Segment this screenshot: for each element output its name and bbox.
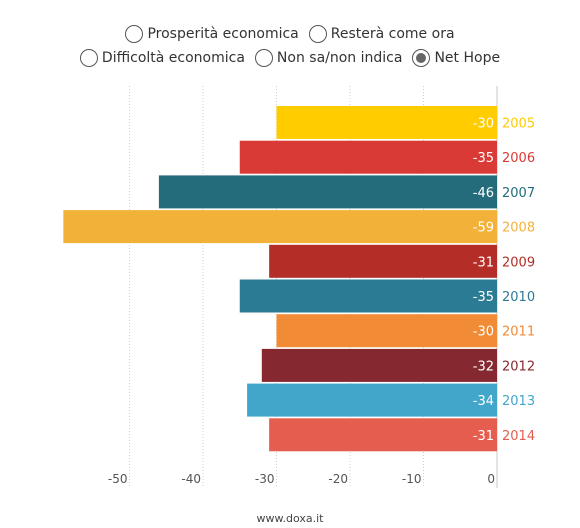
legend-row-2: Difficoltà economica Non sa/non indica N…	[0, 49, 580, 67]
radio-label: Resterà come ora	[330, 26, 455, 42]
bar	[276, 106, 497, 139]
radio-circle-icon	[308, 25, 327, 43]
radio-circle-icon	[79, 49, 98, 67]
bar-value-label: -35	[473, 151, 494, 166]
bar-value-label: -30	[473, 325, 494, 340]
bar-value-label: -34	[473, 394, 494, 409]
radio-non-sa[interactable]: Non sa/non indica	[254, 49, 403, 67]
radio-label: Difficoltà economica	[101, 50, 245, 66]
category-label: 2014	[502, 429, 535, 444]
radio-restera[interactable]: Resterà come ora	[308, 25, 455, 43]
footer-url: www.doxa.it	[256, 512, 324, 525]
radio-label: Non sa/non indica	[276, 50, 403, 66]
bar-value-label: -30	[473, 117, 494, 132]
category-label: 2005	[502, 117, 535, 132]
radio-circle-icon	[254, 49, 273, 67]
legend-row-1: Prosperità economica Resterà come ora	[0, 25, 580, 43]
bar	[247, 383, 497, 417]
x-tick-label: -40	[181, 472, 201, 486]
category-label: 2013	[502, 394, 535, 409]
radio-prosperita[interactable]: Prosperità economica	[125, 25, 299, 43]
category-label: 2007	[502, 186, 535, 201]
category-label: 2006	[502, 151, 535, 166]
x-tick-label: -20	[328, 472, 348, 486]
bar	[63, 210, 497, 244]
category-label: 2011	[502, 325, 535, 340]
bar-value-label: -31	[473, 429, 494, 444]
radio-circle-icon	[412, 49, 431, 67]
radio-circle-icon	[125, 25, 144, 43]
bar	[239, 279, 497, 313]
radio-difficolta[interactable]: Difficoltà economica	[79, 49, 245, 67]
x-tick-label: -30	[255, 472, 275, 486]
category-label: 2012	[502, 359, 535, 374]
radio-label: Net Hope	[434, 50, 501, 66]
category-label: 2010	[502, 290, 535, 305]
bar-value-label: -59	[473, 221, 494, 236]
radio-label: Prosperità economica	[147, 26, 299, 42]
x-tick-label: 0	[487, 472, 495, 486]
x-tick-label: -50	[108, 472, 128, 486]
category-label: 2009	[502, 255, 535, 270]
x-tick-label: -10	[402, 472, 422, 486]
bar	[158, 175, 497, 209]
bar	[269, 418, 497, 452]
radio-net-hope[interactable]: Net Hope	[412, 49, 500, 67]
bar-value-label: -31	[473, 255, 494, 270]
bar	[276, 314, 497, 348]
bar-value-label: -46	[473, 186, 494, 201]
category-label: 2008	[502, 221, 535, 236]
bar-value-label: -35	[473, 290, 494, 305]
bar-value-label: -32	[473, 359, 494, 374]
bar	[261, 348, 497, 382]
bar	[239, 140, 497, 174]
bar	[269, 244, 497, 278]
